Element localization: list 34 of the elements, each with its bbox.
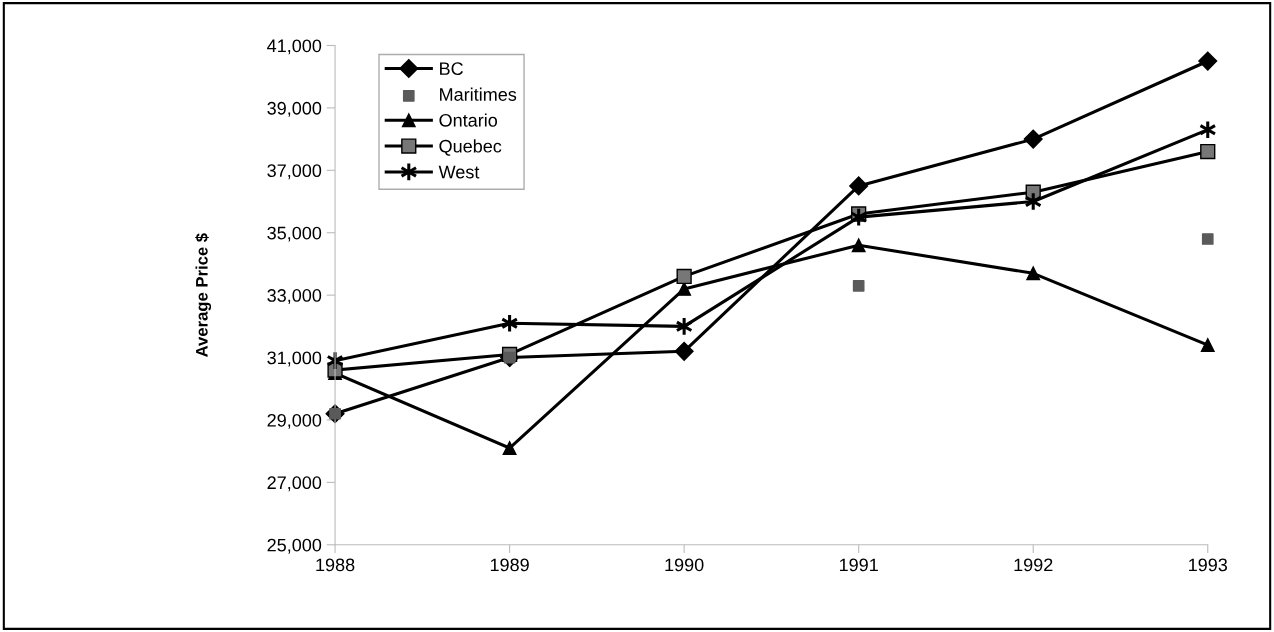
point: [1200, 338, 1215, 353]
y-tick-label: 41,000: [267, 39, 322, 55]
point: [1201, 233, 1214, 245]
y-axis-title: Average Price $: [195, 233, 212, 357]
point: [1023, 129, 1043, 149]
legend-label: West: [438, 165, 480, 179]
point: [1200, 143, 1216, 160]
y-tick-label: 25,000: [267, 538, 322, 554]
point: [1026, 266, 1041, 281]
x-tick-label: 1992: [1014, 558, 1053, 572]
legend-label: BC: [440, 62, 463, 76]
point: [1198, 51, 1218, 71]
y-tick-label: 35,000: [267, 226, 322, 242]
y-tick-label: 27,000: [267, 476, 322, 492]
point: [674, 341, 694, 361]
y-tick-label: 37,000: [267, 164, 322, 180]
point: [503, 351, 516, 364]
y-tick-label: 31,000: [267, 351, 322, 367]
x-tick-label: 1991: [839, 558, 878, 572]
point: [852, 279, 865, 292]
x-tick-label: 1988: [316, 558, 355, 572]
point: [851, 238, 866, 253]
x-tick-label: 1993: [1189, 558, 1228, 572]
legend-label: Ontario: [439, 113, 498, 127]
legend-label: Maritimes: [440, 87, 517, 101]
x-tick-label: 1989: [490, 558, 529, 572]
point: [676, 268, 692, 285]
x-tick-label: 1990: [665, 558, 704, 572]
y-tick-label: 39,000: [267, 101, 322, 117]
point: [502, 441, 517, 455]
y-tick-label: 33,000: [267, 289, 322, 304]
point: [849, 176, 869, 196]
y-tick-label: 29,000: [267, 413, 322, 429]
legend-label: Quebec: [439, 139, 502, 156]
